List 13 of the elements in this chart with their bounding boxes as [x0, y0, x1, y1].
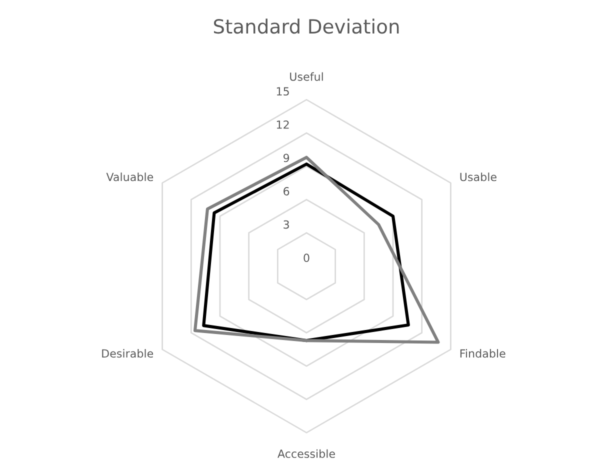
- y-tick-label: 6: [284, 187, 290, 196]
- spoke-label: Usable: [460, 172, 496, 182]
- chart-title: Standard Deviation: [214, 18, 399, 34]
- spoke-label: Findable: [460, 349, 506, 358]
- y-tick-label: 0: [304, 254, 310, 262]
- spoke-label: Desirable: [102, 349, 154, 358]
- spoke-label: Valuable: [106, 172, 154, 182]
- y-tick-label: 15: [276, 87, 289, 96]
- y-tick-label: 9: [283, 154, 290, 162]
- y-tick-label: 3: [284, 220, 289, 229]
- spoke-label: Useful: [290, 72, 323, 81]
- spoke-label: Accessible: [278, 449, 335, 458]
- y-tick-label: 12: [276, 120, 289, 129]
